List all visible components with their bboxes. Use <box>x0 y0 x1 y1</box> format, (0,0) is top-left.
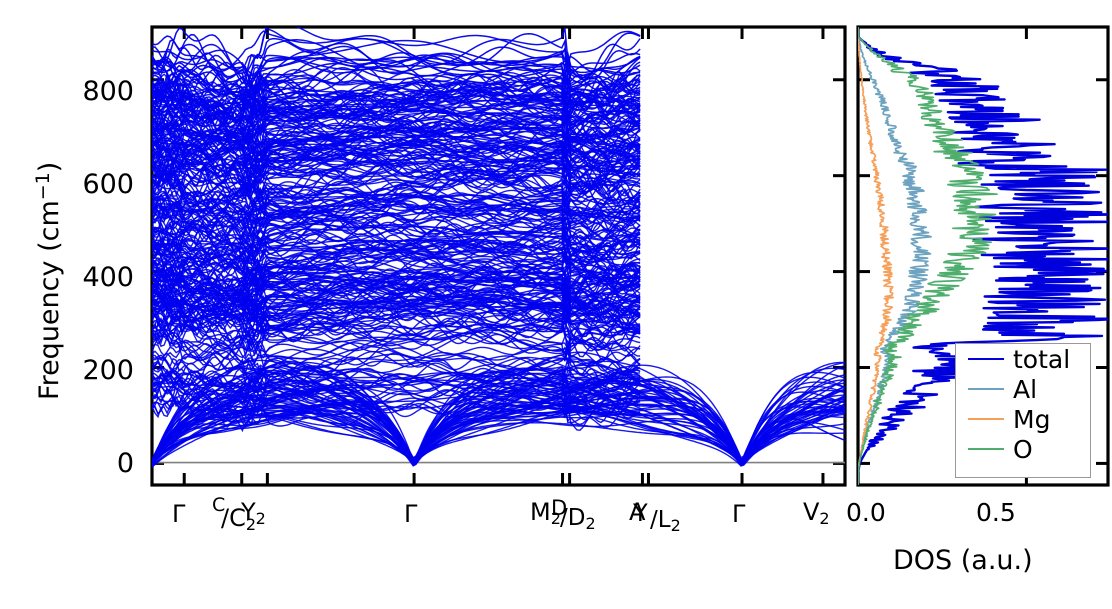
x-tick-gamma-2: Γ <box>404 500 418 528</box>
legend-swatch-o <box>968 448 1004 450</box>
y-tick-0: 0 <box>116 448 134 479</box>
legend-swatch-total <box>968 358 1004 360</box>
y-tick-400: 400 <box>82 262 134 293</box>
x-tick-D: D <box>551 496 568 520</box>
y-tick-600: 600 <box>82 169 134 200</box>
dos-tick-0: 0.0 <box>846 498 886 527</box>
dos-curves <box>858 27 1108 485</box>
dos-axes-frame <box>856 25 1110 487</box>
legend-label-mg: Mg <box>1013 404 1051 434</box>
legend-swatch-al <box>968 388 1004 390</box>
legend-item-al: Al <box>956 374 1090 404</box>
y-tick-800: 800 <box>82 76 134 107</box>
x-tick-C: C <box>212 494 226 516</box>
legend-item-mg: Mg <box>956 404 1090 434</box>
x-tick-Y: Y <box>633 499 648 527</box>
x-tick-A: A <box>629 498 646 526</box>
legend-label-al: Al <box>1013 374 1038 404</box>
dos-tick-05: 0.5 <box>976 498 1016 527</box>
legend-item-total: total <box>956 344 1090 374</box>
x-tick-C2: /C2 <box>221 504 257 534</box>
legend-label-total: total <box>1013 344 1071 374</box>
y-tick-200: 200 <box>82 355 134 386</box>
x-tick-L2: /L2 <box>650 507 681 535</box>
dos-axis-label: DOS (a.u.) <box>893 545 1033 576</box>
legend-swatch-mg <box>968 418 1004 420</box>
legend-label-o: O <box>1013 434 1033 464</box>
phonon-band-curves <box>152 27 845 468</box>
x-tick-gamma-3: Γ <box>732 500 746 528</box>
x-tick-gamma-1: Γ <box>172 500 186 528</box>
x-tick-M2: M2 <box>530 498 561 528</box>
x-tick-D2: /D2 <box>560 505 596 533</box>
x-tick-Y2: Y2 <box>241 498 266 528</box>
dos-legend: total Al Mg O <box>955 343 1091 478</box>
legend-item-o: O <box>956 434 1090 464</box>
x-tick-V2: V2 <box>803 498 830 528</box>
